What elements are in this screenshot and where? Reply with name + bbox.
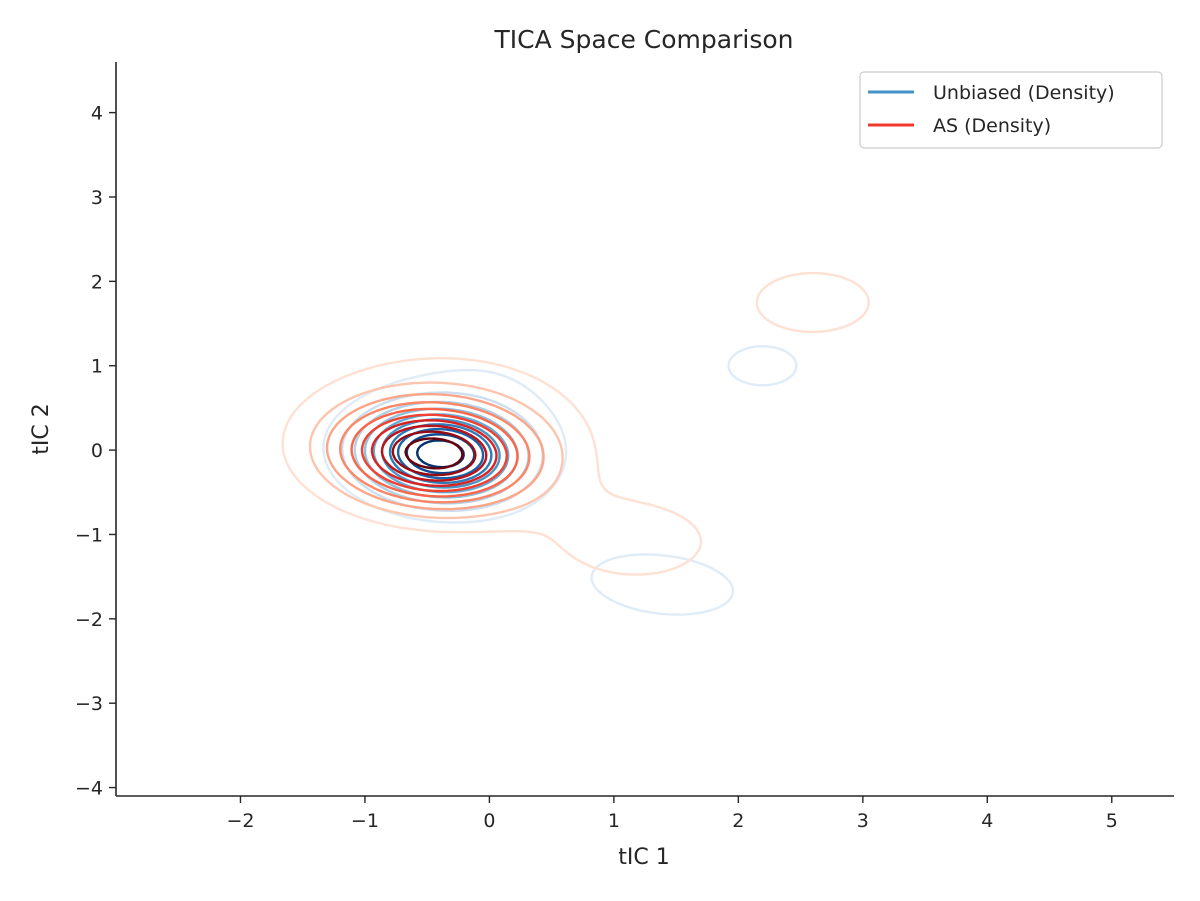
contour-series-1	[281, 271, 870, 576]
y-tick-label: −4	[75, 778, 103, 800]
x-tick-label: 2	[732, 810, 744, 832]
y-tick-label: −3	[75, 693, 103, 715]
chart-title: TICA Space Comparison	[494, 25, 794, 54]
x-tick-label: 3	[857, 810, 869, 832]
contour-level	[370, 419, 498, 487]
contour-level	[360, 413, 508, 493]
contour-level	[404, 437, 464, 470]
x-tick-label: 1	[608, 810, 620, 832]
contour-level	[325, 393, 545, 511]
y-tick-label: 1	[91, 356, 103, 378]
x-ticks: −2 −1 0 1 2 3 4 5	[226, 796, 1118, 832]
contour-level	[339, 401, 531, 504]
y-tick-label: 0	[91, 440, 103, 462]
x-tick-label: −2	[226, 810, 254, 832]
y-tick-label: 4	[91, 103, 103, 125]
y-ticks: −4 −3 −2 −1 0 1 2 3 4	[75, 103, 116, 800]
y-tick-label: 3	[91, 187, 103, 209]
contour-level	[322, 345, 798, 616]
legend-box	[859, 71, 1163, 149]
contour-level	[350, 407, 519, 498]
x-axis-label: tIC 1	[618, 845, 669, 870]
contour-layers	[281, 271, 870, 616]
x-tick-label: −1	[351, 810, 379, 832]
legend: Unbiased (Density) AS (Density)	[859, 71, 1163, 149]
contour-level	[308, 381, 564, 520]
contour-level	[380, 424, 488, 482]
y-tick-label: −2	[75, 609, 103, 631]
y-axis-label: tIC 2	[29, 403, 54, 454]
legend-label-unbiased: Unbiased (Density)	[933, 82, 1115, 104]
y-tick-label: 2	[91, 271, 103, 293]
x-tick-label: 0	[483, 810, 495, 832]
y-tick-label: −1	[75, 524, 103, 546]
x-tick-label: 5	[1106, 810, 1118, 832]
legend-label-as: AS (Density)	[933, 115, 1051, 137]
contour-level	[391, 430, 477, 477]
contour-level	[281, 271, 870, 576]
x-tick-label: 4	[981, 810, 993, 832]
